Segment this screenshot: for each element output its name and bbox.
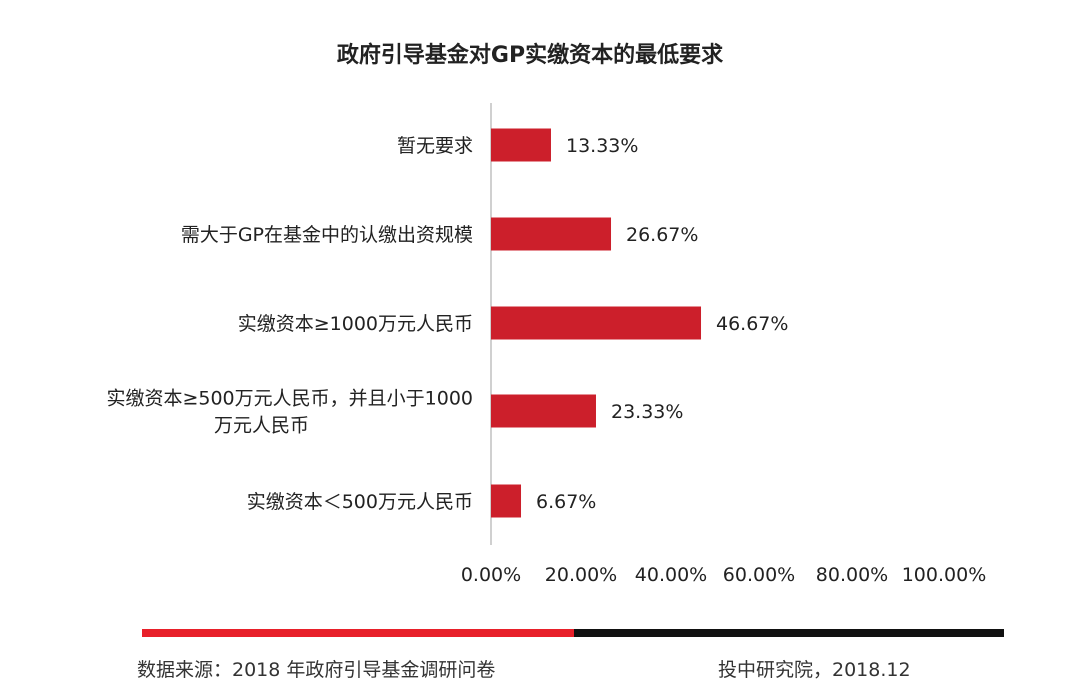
category-label: 暂无要求 xyxy=(397,135,473,157)
bar xyxy=(491,217,612,251)
bar-value-label: 26.67% xyxy=(626,224,698,246)
footer-divider-red xyxy=(142,629,574,637)
x-tick-label: 100.00% xyxy=(902,564,987,586)
bar-value-label: 23.33% xyxy=(611,401,683,423)
x-tick-label: 20.00% xyxy=(545,564,617,586)
bar xyxy=(491,306,702,340)
data-source-note: 数据来源：2018 年政府引导基金调研问卷 xyxy=(137,659,496,681)
x-tick-label: 80.00% xyxy=(816,564,888,586)
bar xyxy=(491,394,596,428)
x-tick-label: 40.00% xyxy=(635,564,707,586)
bar-value-label: 46.67% xyxy=(716,313,788,335)
category-label: 实缴资本≥500万元人民币，并且小于1000 xyxy=(106,388,473,410)
footer-divider-black xyxy=(574,629,1004,637)
category-label: 实缴资本≥1000万元人民币 xyxy=(238,313,473,335)
publisher-credit: 投中研究院，2018.12 xyxy=(718,659,911,681)
plot-area: 13.33% 暂无要求 26.67% 需大于GP在基金中的认缴出资规模 46.67% 实缴… xyxy=(106,103,986,586)
chart-title: 政府引导基金对GP实缴资本的最低要求 xyxy=(337,42,723,68)
bar xyxy=(491,128,551,162)
x-tick-label: 60.00% xyxy=(723,564,795,586)
bar-value-label: 13.33% xyxy=(566,135,638,157)
footer-divider xyxy=(142,629,1004,637)
category-label: 万元人民币 xyxy=(214,415,309,437)
x-tick-label: 0.00% xyxy=(461,564,521,586)
category-label: 需大于GP在基金中的认缴出资规模 xyxy=(181,224,473,246)
bar xyxy=(491,484,522,518)
bar-value-label: 6.67% xyxy=(536,491,596,513)
category-label: 实缴资本＜500万元人民币 xyxy=(247,491,473,513)
